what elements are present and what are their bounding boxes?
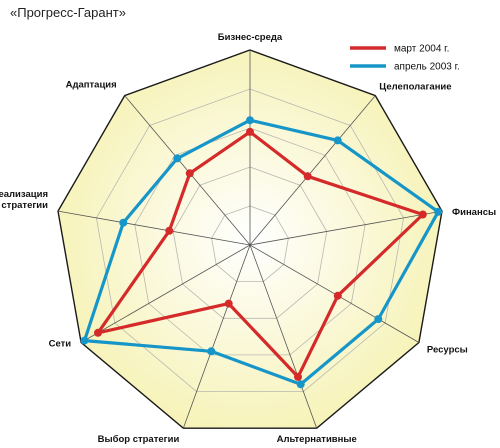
chart-legend: март 2004 г. апрель 2003 г. bbox=[350, 44, 460, 73]
legend-label: апрель 2003 г. bbox=[394, 62, 460, 73]
data-point bbox=[333, 291, 342, 300]
axis-label: Бизнес-среда bbox=[218, 32, 283, 43]
data-point bbox=[333, 136, 342, 145]
radar-axis-labels: Бизнес-среда Целеполагание Финансы Ресурсы А… bbox=[0, 32, 496, 448]
axis-label: Целеполагание bbox=[379, 82, 451, 93]
data-point bbox=[294, 372, 302, 381]
chart-source-title: «Прогресс-Гарант» bbox=[10, 5, 126, 20]
data-point bbox=[165, 226, 174, 235]
axis-label: Выбор стратегии bbox=[98, 434, 180, 445]
axis-spoke bbox=[80, 244, 251, 343]
grid-ring bbox=[172, 166, 328, 319]
legend-label: март 2004 г. bbox=[394, 44, 449, 55]
axis-label: Альтернативныеварианты стратегии bbox=[269, 434, 365, 448]
axis-label: Ресурсы bbox=[427, 345, 468, 356]
data-point bbox=[374, 315, 383, 324]
axis-spoke bbox=[249, 95, 376, 246]
data-point bbox=[246, 127, 254, 136]
data-point bbox=[303, 172, 312, 181]
axis-label: Адаптация bbox=[66, 80, 117, 91]
axis-label: Финансы bbox=[452, 207, 496, 218]
data-point bbox=[80, 336, 89, 345]
axis-spoke bbox=[249, 244, 318, 429]
series-line bbox=[96, 130, 425, 379]
series-group bbox=[80, 116, 443, 389]
axis-label: Сети bbox=[49, 339, 72, 350]
data-point bbox=[418, 210, 427, 219]
data-point bbox=[185, 169, 194, 178]
data-point bbox=[207, 347, 216, 356]
data-point bbox=[119, 218, 128, 227]
data-point bbox=[296, 380, 305, 389]
data-point bbox=[224, 299, 233, 308]
radar-series bbox=[80, 116, 443, 389]
data-point bbox=[94, 328, 102, 337]
grid-ring bbox=[211, 205, 289, 283]
axis-spoke bbox=[182, 244, 251, 429]
axis-spoke bbox=[249, 210, 443, 246]
radar-spokes bbox=[57, 50, 443, 429]
data-point bbox=[173, 154, 182, 163]
grid-ring bbox=[95, 88, 405, 393]
data-point bbox=[434, 207, 443, 216]
data-point bbox=[246, 116, 254, 125]
series-group bbox=[94, 127, 427, 381]
axis-spoke bbox=[57, 210, 251, 246]
series-line bbox=[82, 118, 440, 386]
axis-label: Реализациястратегии bbox=[0, 189, 48, 211]
